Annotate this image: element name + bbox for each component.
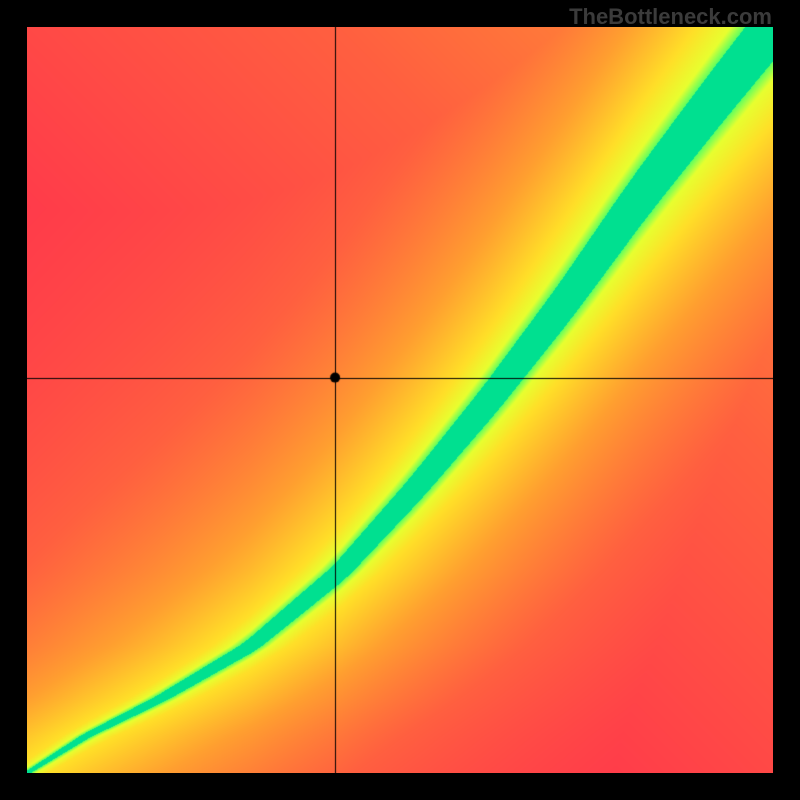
chart-container: TheBottleneck.com [0, 0, 800, 800]
heatmap-canvas [27, 27, 773, 773]
watermark-text: TheBottleneck.com [569, 4, 772, 30]
